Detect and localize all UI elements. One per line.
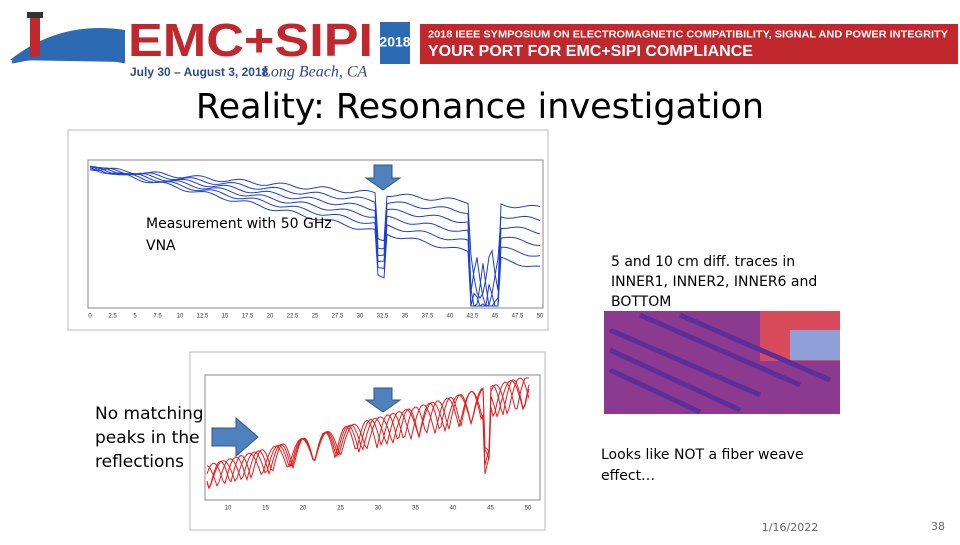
down-arrow-1 — [364, 164, 402, 191]
conclusion: Looks like NOT a fiber weave — [601, 447, 804, 463]
traces-note: INNER1, INNER2, INNER6 and — [611, 274, 817, 290]
traces-note: 5 and 10 cm diff. traces in — [611, 254, 795, 270]
logo-year: 2018 — [379, 34, 410, 50]
logo — [10, 12, 126, 64]
plot1-x-tick-label: 7.5 — [153, 314, 162, 320]
plot2-curve — [206, 377, 530, 488]
plot1-curve — [89, 167, 541, 300]
plot2-curve — [206, 379, 530, 490]
dates: July 30 – August 3, 2018 — [130, 65, 269, 79]
plot2-curve — [206, 379, 530, 490]
plot2-x-tick-label: 45 — [487, 506, 494, 512]
plot1-curve — [89, 165, 541, 307]
logo-text: EMC+SIPI — [128, 14, 373, 66]
plot1-curves — [89, 165, 541, 307]
plot2-curve — [206, 377, 529, 485]
plot1-x-tick-label: 32.5 — [377, 314, 389, 320]
conclusion: effect… — [601, 468, 655, 484]
plot1-x-tick-label: 5 — [133, 314, 137, 320]
plot1-x-tick-label: 2.5 — [108, 314, 117, 320]
plot1-x-tick-label: 22.5 — [287, 314, 299, 320]
traces-note: BOTTOM — [611, 294, 671, 310]
banner-line-2: YOUR PORT FOR EMC+SIPI COMPLIANCE — [428, 43, 753, 60]
plot1-note: Measurement with 50 GHz — [146, 216, 332, 232]
right-arrow — [211, 416, 259, 458]
plot1-note: VNA — [146, 238, 176, 254]
plot1-x-tick-label: 27.5 — [332, 314, 344, 320]
plot1-curve — [89, 167, 541, 307]
plot1-x-tick-label: 20 — [267, 314, 274, 320]
plot1-x-tick-label: 15 — [222, 314, 229, 320]
board-image — [604, 311, 840, 415]
plot1-curve — [89, 166, 541, 307]
plot2-x-tick-label: 20 — [300, 506, 307, 512]
plot1-x-tick-label: 12.5 — [197, 314, 209, 320]
plot1-x-tick-label: 10 — [177, 314, 184, 320]
footer-date: 1/16/2022 — [762, 521, 818, 534]
year-box — [380, 22, 410, 64]
plot2-note: No matching — [95, 404, 204, 424]
plot2-note: reflections — [95, 452, 184, 472]
plot1-x-tick-label: 17.5 — [242, 314, 254, 320]
plot1-curve — [89, 166, 541, 307]
banner-line-1: 2018 IEEE SYMPOSIUM ON ELECTROMAGNETIC C… — [428, 30, 948, 41]
plot1-x-tick-label: 30 — [357, 314, 364, 320]
plot2-x-tick-label: 15 — [262, 506, 269, 512]
down-arrow-2 — [364, 387, 402, 413]
plot1-x-tick-label: 37.5 — [422, 314, 434, 320]
page-number: 38 — [931, 520, 945, 533]
plot1-x-tick-label: 42.5 — [467, 314, 479, 320]
plot1-x-tick-label: 35 — [402, 314, 409, 320]
plot2-x-tick-label: 30 — [375, 506, 382, 512]
banner — [420, 24, 958, 64]
plot2-note: peaks in the — [95, 428, 200, 448]
plot1-x-tick-label: 47.5 — [512, 314, 524, 320]
plot1-area — [87, 159, 544, 309]
plot1-x-tick-label: 25 — [312, 314, 319, 320]
plot2-x-tick-label: 40 — [450, 506, 457, 512]
plot2-x-tick-label: 50 — [525, 506, 532, 512]
plot2-x-tick-label: 10 — [225, 506, 232, 512]
plot1-x-tick-label: 50 — [537, 314, 544, 320]
plot2-curves — [206, 377, 530, 490]
plot2-x-tick-label: 25 — [337, 506, 344, 512]
plot1-x-tick-label: 45 — [492, 314, 499, 320]
plot1-x-tick-label: 0 — [88, 314, 92, 320]
plot2-x-tick-label: 35 — [412, 506, 419, 512]
plot1-x-tick-label: 40 — [447, 314, 454, 320]
slide-title: Reality: Resonance investigation — [196, 87, 764, 127]
location: Long Beach, CA — [261, 64, 368, 81]
